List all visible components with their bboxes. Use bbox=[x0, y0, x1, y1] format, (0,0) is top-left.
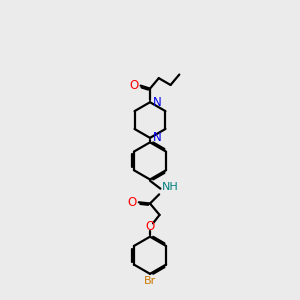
Text: O: O bbox=[129, 79, 139, 92]
Text: N: N bbox=[153, 131, 162, 144]
Text: NH: NH bbox=[162, 182, 178, 192]
Text: O: O bbox=[146, 220, 154, 233]
Text: Br: Br bbox=[144, 276, 156, 286]
Text: N: N bbox=[153, 96, 162, 109]
Text: O: O bbox=[127, 196, 136, 209]
